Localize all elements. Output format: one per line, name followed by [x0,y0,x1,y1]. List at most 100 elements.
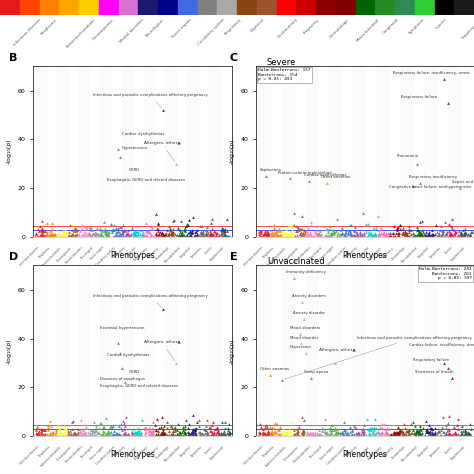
Point [440,431,448,438]
Point [426,232,433,240]
Point [79,233,87,240]
Text: Congenital: Congenital [382,18,400,36]
Point [92,421,100,428]
Point [347,432,355,440]
Point [36,430,43,438]
Point [451,431,459,439]
Text: Respiratory insufficiency: Respiratory insufficiency [409,175,457,180]
Point [461,232,468,240]
Text: Infectious diseases: Infectious diseases [19,445,40,466]
Point [226,429,233,437]
Text: Musculoskeletal: Musculoskeletal [400,445,419,463]
Point [410,232,418,240]
Bar [276,0,296,15]
Point [308,233,315,240]
Point [185,233,192,241]
Point [341,229,348,237]
Point [74,428,82,436]
Point [43,232,50,239]
Point [147,232,155,239]
Point [181,428,188,435]
Point [209,230,216,238]
Point [142,233,149,240]
Point [408,230,415,237]
Point [219,232,227,240]
Point [160,232,168,240]
Text: Dermatologic: Dermatologic [391,246,407,261]
Point [32,426,39,434]
Point [105,232,112,239]
Point [63,230,71,237]
Point [384,232,392,239]
Point [407,420,415,428]
Point [329,431,337,439]
Point [95,429,103,437]
Text: Dermatologic: Dermatologic [155,246,171,261]
Point [330,228,337,236]
Point [309,432,316,439]
Point [124,431,131,439]
Point [390,430,398,438]
Point [220,227,228,234]
Point [425,232,432,240]
Point [282,431,289,439]
Point [382,425,389,432]
Point [102,228,110,236]
Point [196,431,204,438]
Point [93,432,100,440]
Point [197,232,205,239]
Point [438,233,445,240]
Point [136,429,143,437]
Point [412,232,419,239]
Point [267,429,274,437]
Point [323,428,331,436]
Point [179,233,187,240]
Point [362,431,370,439]
Point [91,230,99,237]
Point [135,424,142,432]
Point [73,431,81,439]
Point [145,427,153,435]
Point [169,228,177,236]
Text: Genitourinary: Genitourinary [367,445,383,461]
Point [304,224,311,232]
Point [148,431,155,438]
Point [312,232,320,240]
Point [80,432,87,439]
Point [54,231,61,239]
Point [438,232,446,240]
Point [341,428,348,436]
Point [407,431,414,439]
Point [72,431,80,438]
Point [435,231,443,238]
Point [383,230,390,237]
Point [77,430,84,438]
Point [438,431,445,439]
Point [202,231,210,239]
Point [287,230,295,237]
Point [277,227,284,235]
Point [60,431,67,438]
Point [292,222,300,230]
Point [335,428,342,436]
Point [116,229,123,237]
Point [345,233,353,240]
Point [188,429,195,437]
Point [417,429,424,437]
Point [414,432,421,439]
Text: Supplemental: Supplemental [209,445,225,461]
Bar [217,0,237,15]
Point [61,233,68,241]
Point [213,432,220,440]
Point [411,431,419,438]
Point [97,430,105,438]
Point [421,431,429,438]
Point [273,429,281,437]
Point [118,426,126,434]
Point [191,431,199,438]
Point [181,430,189,438]
Point [120,429,128,437]
Point [262,431,269,439]
Bar [158,0,178,15]
Point [203,232,211,239]
